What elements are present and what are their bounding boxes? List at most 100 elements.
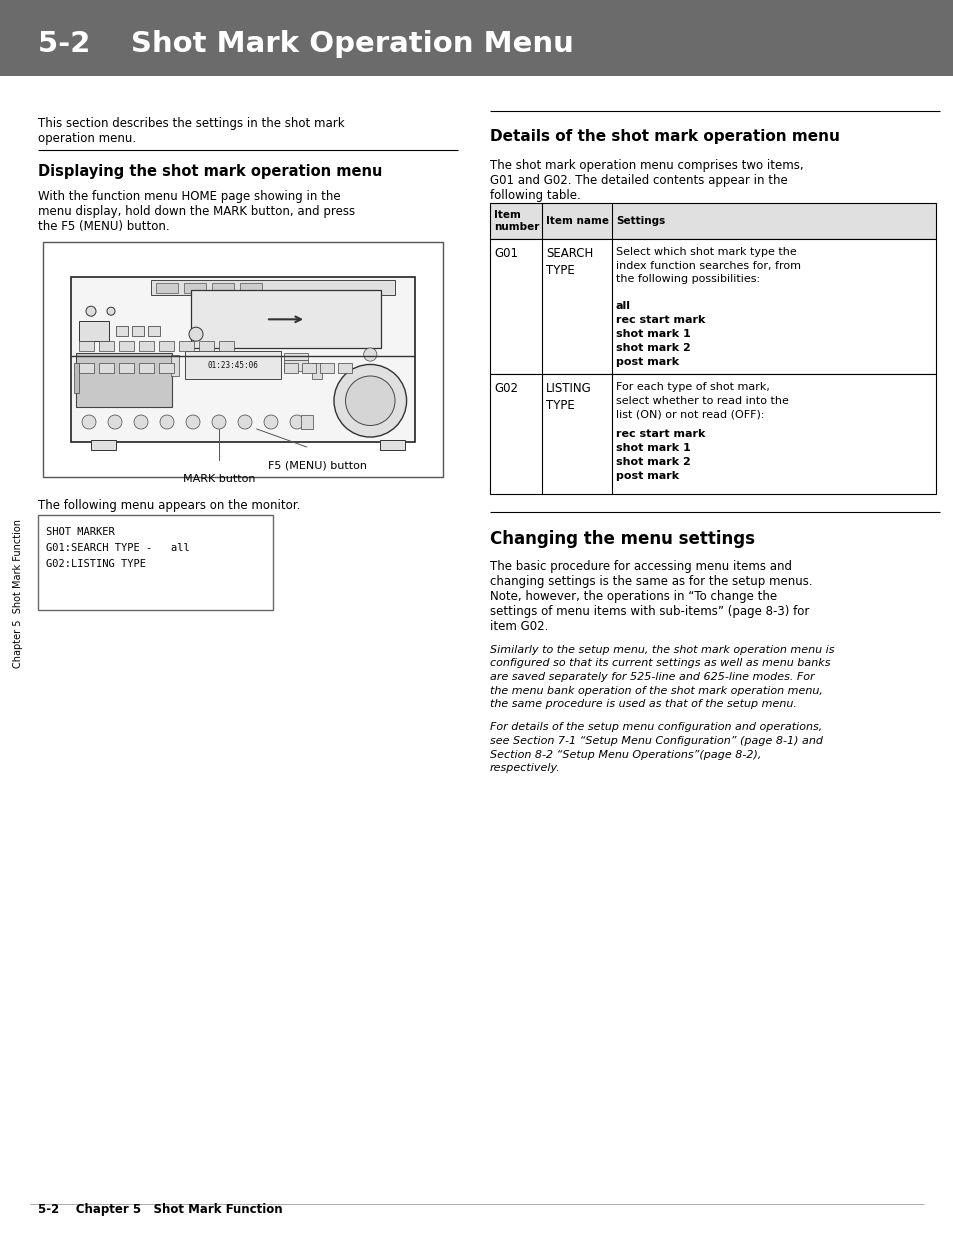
Text: Settings: Settings xyxy=(616,216,664,226)
Text: The following menu appears on the monitor.: The following menu appears on the monito… xyxy=(38,499,300,513)
Bar xyxy=(132,326,144,336)
Text: menu display, hold down the MARK button, and press: menu display, hold down the MARK button,… xyxy=(38,205,355,218)
Text: F5 (MENU) button: F5 (MENU) button xyxy=(268,460,367,470)
Bar xyxy=(116,326,128,336)
Text: Changing the menu settings: Changing the menu settings xyxy=(490,530,754,549)
Text: the menu bank operation of the shot mark operation menu,: the menu bank operation of the shot mark… xyxy=(490,685,822,695)
Circle shape xyxy=(334,364,406,437)
Text: This section describes the settings in the shot mark: This section describes the settings in t… xyxy=(38,117,344,131)
Bar xyxy=(490,203,935,239)
Bar xyxy=(284,360,308,371)
Bar xyxy=(284,363,298,373)
Bar xyxy=(119,341,133,351)
Text: post mark: post mark xyxy=(616,471,679,481)
Text: G01 and G02. The detailed contents appear in the: G01 and G02. The detailed contents appea… xyxy=(490,174,787,187)
Circle shape xyxy=(345,376,395,425)
Bar xyxy=(379,440,405,450)
Text: G01:SEARCH TYPE -   all: G01:SEARCH TYPE - all xyxy=(46,542,190,554)
Bar xyxy=(179,341,193,351)
Bar xyxy=(184,282,206,294)
Text: the F5 (MENU) button.: the F5 (MENU) button. xyxy=(38,220,170,233)
Text: Displaying the shot mark operation menu: Displaying the shot mark operation menu xyxy=(38,164,382,179)
Text: The basic procedure for accessing menu items and: The basic procedure for accessing menu i… xyxy=(490,560,791,573)
Text: Item
number: Item number xyxy=(494,210,538,231)
Text: G02:LISTING TYPE: G02:LISTING TYPE xyxy=(46,559,146,569)
Bar xyxy=(91,440,116,450)
Bar xyxy=(99,363,113,373)
Text: settings of menu items with sub-items” (page 8-3) for: settings of menu items with sub-items” (… xyxy=(490,605,808,618)
Bar xyxy=(71,277,415,442)
Text: SEARCH
TYPE: SEARCH TYPE xyxy=(545,248,593,277)
Text: post mark: post mark xyxy=(616,357,679,367)
Bar xyxy=(79,341,94,351)
Bar xyxy=(156,282,178,294)
Bar xyxy=(38,515,273,610)
Bar xyxy=(192,290,380,348)
Bar xyxy=(302,363,316,373)
Text: Similarly to the setup menu, the shot mark operation menu is: Similarly to the setup menu, the shot ma… xyxy=(490,644,834,656)
Text: Select which shot mark type the
index function searches for, from
the following : Select which shot mark type the index fu… xyxy=(616,248,801,284)
Bar xyxy=(212,282,233,294)
Text: shot mark 2: shot mark 2 xyxy=(616,457,690,466)
Bar xyxy=(139,341,153,351)
Text: following table.: following table. xyxy=(490,189,580,202)
Bar xyxy=(219,341,233,351)
Text: SHOT MARKER: SHOT MARKER xyxy=(46,527,114,537)
Bar xyxy=(79,363,94,373)
Bar xyxy=(0,0,953,76)
Bar xyxy=(76,352,172,407)
Text: shot mark 1: shot mark 1 xyxy=(616,443,690,453)
Bar xyxy=(490,374,935,494)
Text: the same procedure is used as that of the setup menu.: the same procedure is used as that of th… xyxy=(490,699,796,709)
Circle shape xyxy=(82,415,96,429)
Text: G01: G01 xyxy=(494,248,517,260)
Circle shape xyxy=(264,415,277,429)
Bar xyxy=(159,363,173,373)
Bar xyxy=(240,282,262,294)
Text: item G02.: item G02. xyxy=(490,620,548,633)
Bar xyxy=(284,353,308,360)
Bar xyxy=(139,363,153,373)
Text: For details of the setup menu configuration and operations,: For details of the setup menu configurat… xyxy=(490,723,821,733)
Circle shape xyxy=(189,327,203,341)
Text: rec start mark: rec start mark xyxy=(616,315,704,325)
Bar xyxy=(99,341,113,351)
Circle shape xyxy=(237,415,252,429)
Bar xyxy=(74,363,79,393)
Bar xyxy=(301,415,314,429)
Circle shape xyxy=(290,415,304,429)
Bar xyxy=(43,243,442,476)
Bar xyxy=(199,341,213,351)
Text: 01:23:45:06: 01:23:45:06 xyxy=(207,361,258,369)
Circle shape xyxy=(212,415,226,429)
Text: rec start mark: rec start mark xyxy=(616,429,704,439)
Text: Chapter 5  Shot Mark Function: Chapter 5 Shot Mark Function xyxy=(13,520,23,668)
Circle shape xyxy=(107,307,115,315)
Text: MARK button: MARK button xyxy=(183,474,255,484)
Text: respectively.: respectively. xyxy=(490,763,560,773)
Text: see Section 7-1 “Setup Menu Configuration” (page 8-1) and: see Section 7-1 “Setup Menu Configuratio… xyxy=(490,736,822,746)
Text: are saved separately for 525-line and 625-line modes. For: are saved separately for 525-line and 62… xyxy=(490,672,814,682)
Bar xyxy=(171,355,179,376)
Bar xyxy=(151,280,395,295)
Text: all: all xyxy=(616,301,630,311)
Bar xyxy=(312,363,322,379)
Text: G02: G02 xyxy=(494,382,517,396)
Text: configured so that its current settings as well as menu banks: configured so that its current settings … xyxy=(490,658,830,668)
Bar xyxy=(159,341,173,351)
Text: operation menu.: operation menu. xyxy=(38,132,136,146)
Text: With the function menu HOME page showing in the: With the function menu HOME page showing… xyxy=(38,190,340,203)
Circle shape xyxy=(160,415,173,429)
Circle shape xyxy=(86,306,96,316)
Bar xyxy=(148,326,160,336)
Bar xyxy=(119,363,133,373)
Bar xyxy=(320,363,334,373)
Bar xyxy=(184,351,280,379)
Text: For each type of shot mark,
select whether to read into the
list (ON) or not rea: For each type of shot mark, select wheth… xyxy=(616,382,788,419)
Bar xyxy=(490,239,935,374)
Circle shape xyxy=(186,415,200,429)
Text: Details of the shot mark operation menu: Details of the shot mark operation menu xyxy=(490,129,839,144)
Text: Note, however, the operations in “To change the: Note, however, the operations in “To cha… xyxy=(490,590,777,603)
Text: 5-2    Chapter 5   Shot Mark Function: 5-2 Chapter 5 Shot Mark Function xyxy=(38,1203,282,1215)
Circle shape xyxy=(363,348,376,361)
